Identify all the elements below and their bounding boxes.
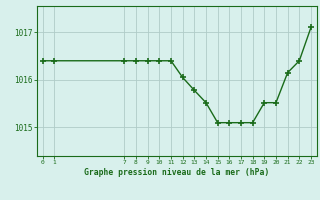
X-axis label: Graphe pression niveau de la mer (hPa): Graphe pression niveau de la mer (hPa) <box>84 168 269 177</box>
